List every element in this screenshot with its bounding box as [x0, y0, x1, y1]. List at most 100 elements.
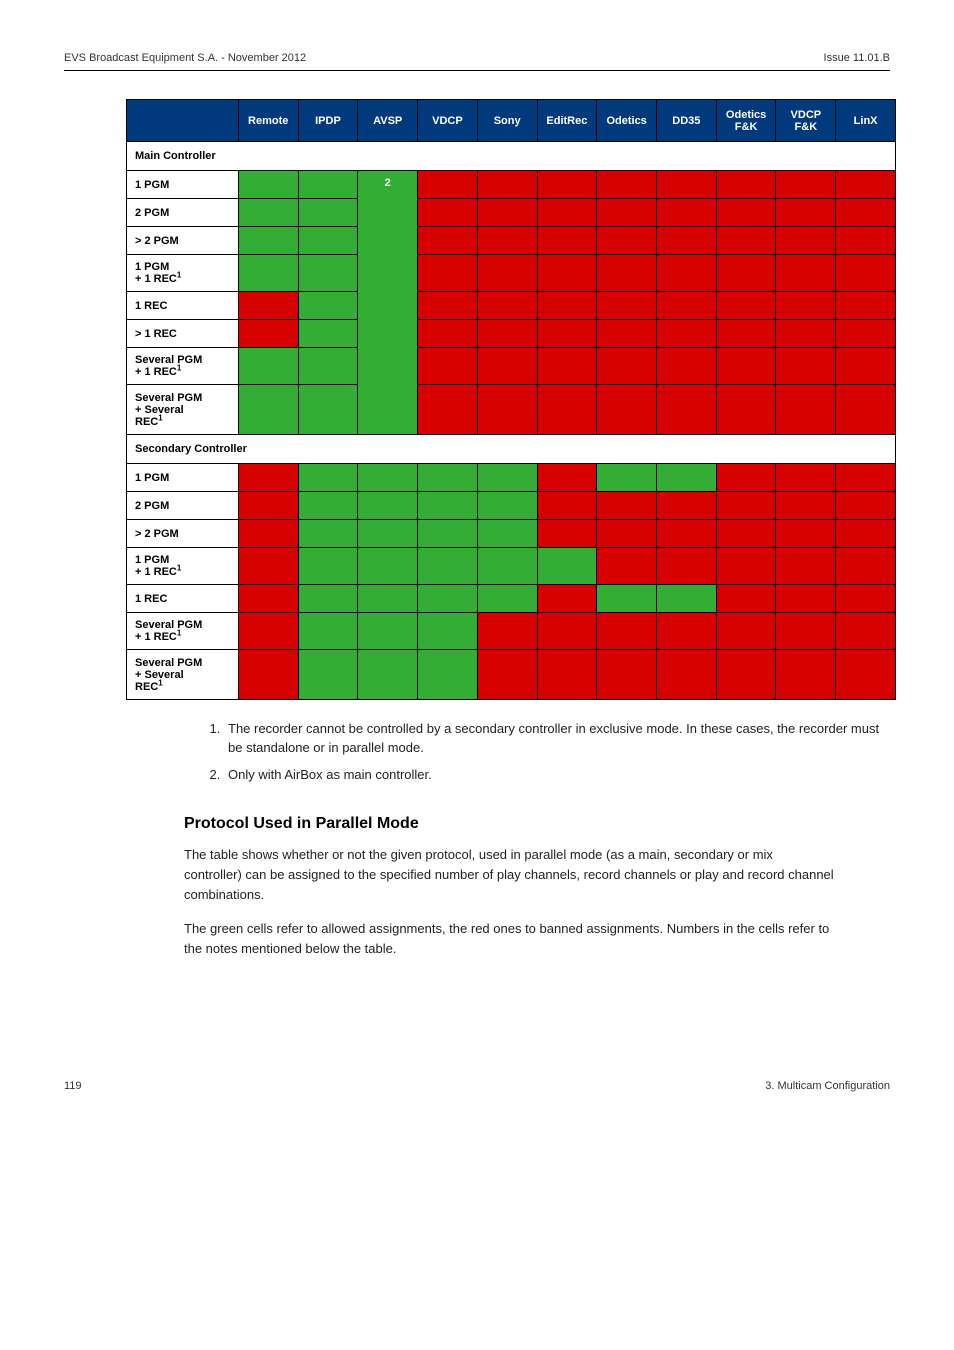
row-label: Several PGM+ SeveralREC1: [127, 650, 239, 700]
matrix-cell: [597, 320, 657, 348]
matrix-cell: [716, 585, 776, 613]
matrix-cell: [238, 613, 298, 650]
matrix-cell: [776, 585, 836, 613]
matrix-cell: [776, 227, 836, 255]
row-label: > 2 PGM: [127, 520, 239, 548]
matrix-cell: [298, 548, 358, 585]
matrix-cell: [298, 320, 358, 348]
matrix-cell: [776, 292, 836, 320]
matrix-cell: [597, 613, 657, 650]
footer-left: 119: [64, 1080, 82, 1092]
column-header: LinX: [836, 100, 896, 142]
column-header: IPDP: [298, 100, 358, 142]
matrix-cell: [657, 292, 717, 320]
matrix-cell: [477, 171, 537, 199]
matrix-cell: [238, 650, 298, 700]
matrix-cell: [238, 385, 298, 435]
matrix-cell: [537, 492, 597, 520]
matrix-cell: [477, 548, 537, 585]
matrix-cell: [358, 650, 418, 700]
matrix-cell: [657, 320, 717, 348]
matrix-cell: [238, 292, 298, 320]
matrix-cell: [418, 199, 478, 227]
matrix-cell: [358, 548, 418, 585]
matrix-cell: [298, 255, 358, 292]
matrix-cell: [716, 650, 776, 700]
matrix-cell: [716, 227, 776, 255]
table-row: Several PGM+ SeveralREC1: [127, 385, 896, 435]
matrix-cell: [298, 171, 358, 199]
matrix-cell: [836, 385, 896, 435]
header-right: Issue 11.01.B: [824, 52, 890, 64]
matrix-cell: [597, 548, 657, 585]
matrix-cell: [836, 613, 896, 650]
matrix-cell: [238, 464, 298, 492]
matrix-cell: [597, 227, 657, 255]
matrix-cell: [298, 292, 358, 320]
matrix-cell: [238, 171, 298, 199]
table-header: RemoteIPDPAVSPVDCPSonyEditRecOdeticsDD35…: [127, 100, 896, 142]
matrix-cell: [238, 548, 298, 585]
matrix-cell: [716, 292, 776, 320]
matrix-cell: [836, 548, 896, 585]
matrix-cell: [477, 613, 537, 650]
matrix-cell: [298, 520, 358, 548]
matrix-cell: [418, 548, 478, 585]
matrix-cell: [418, 255, 478, 292]
table-body: Main Controller1 PGM22 PGM> 2 PGM1 PGM+ …: [127, 142, 896, 700]
matrix-cell: [597, 492, 657, 520]
matrix-cell: [537, 255, 597, 292]
matrix-cell: [298, 464, 358, 492]
matrix-cell: [776, 520, 836, 548]
matrix-cell: [477, 227, 537, 255]
matrix-cell: [537, 199, 597, 227]
matrix-cell: [418, 171, 478, 199]
matrix-cell: [657, 385, 717, 435]
matrix-cell: [776, 255, 836, 292]
matrix-cell: [298, 385, 358, 435]
matrix-cell: [537, 320, 597, 348]
matrix-cell: [238, 348, 298, 385]
column-header: Odetics F&K: [716, 100, 776, 142]
matrix-cell: [418, 227, 478, 255]
matrix-cell: [477, 320, 537, 348]
matrix-cell: [836, 585, 896, 613]
row-label: 1 PGM+ 1 REC1: [127, 548, 239, 585]
corner-header: [127, 100, 239, 142]
matrix-cell: [537, 171, 597, 199]
matrix-cell: [418, 585, 478, 613]
table-row: 1 PGM+ 1 REC1: [127, 548, 896, 585]
matrix-cell: [477, 348, 537, 385]
matrix-cell: [418, 520, 478, 548]
matrix-cell: [298, 613, 358, 650]
matrix-cell: [418, 492, 478, 520]
column-header: VDCP F&K: [776, 100, 836, 142]
footnote-1: The recorder cannot be controlled by a s…: [224, 720, 890, 758]
matrix-cell: [418, 348, 478, 385]
matrix-cell: [537, 613, 597, 650]
matrix-cell: [716, 171, 776, 199]
row-label: > 2 PGM: [127, 227, 239, 255]
matrix-cell: [238, 492, 298, 520]
matrix-cell: [836, 292, 896, 320]
table-row: 2 PGM: [127, 492, 896, 520]
matrix-cell: [298, 492, 358, 520]
matrix-cell: [657, 348, 717, 385]
table-row: 1 REC: [127, 292, 896, 320]
matrix-cell: [716, 520, 776, 548]
table-row: Several PGM+ 1 REC1: [127, 613, 896, 650]
matrix-cell: [657, 492, 717, 520]
matrix-cell: [597, 464, 657, 492]
matrix-cell: [597, 292, 657, 320]
row-label: 1 REC: [127, 292, 239, 320]
matrix-cell: [477, 492, 537, 520]
body-paragraph: The table shows whether or not the given…: [184, 845, 834, 905]
matrix-cell: [238, 199, 298, 227]
column-header: AVSP: [358, 100, 418, 142]
row-label: 1 PGM: [127, 464, 239, 492]
table-row: > 2 PGM: [127, 520, 896, 548]
matrix-cell: [776, 613, 836, 650]
matrix-cell: [716, 464, 776, 492]
footnote-2: Only with AirBox as main controller.: [224, 766, 890, 785]
matrix-cell: [836, 464, 896, 492]
